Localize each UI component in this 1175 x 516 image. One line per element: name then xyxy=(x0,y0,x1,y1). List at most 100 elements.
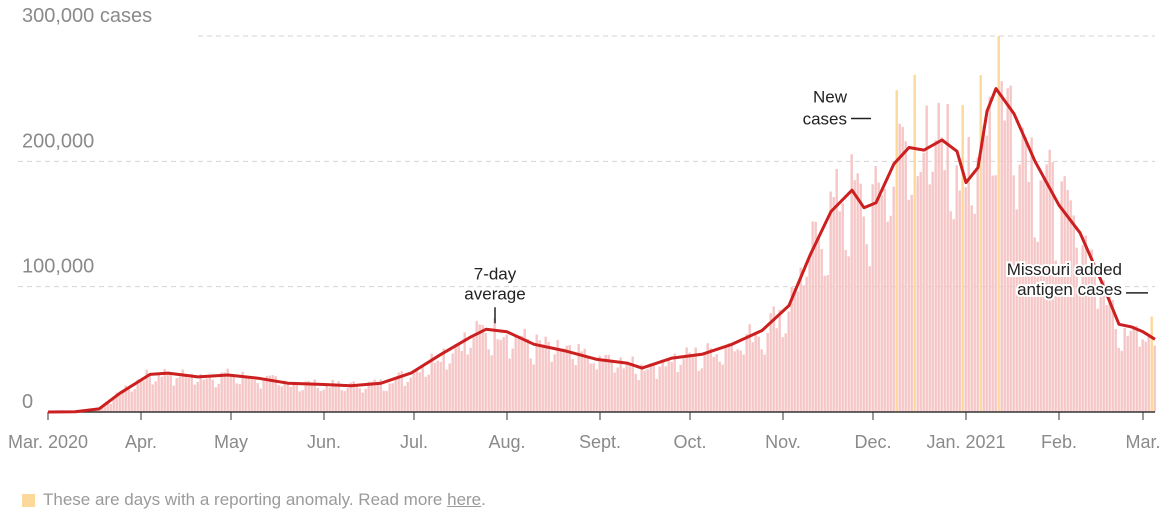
daily-bar xyxy=(817,236,820,412)
daily-bar xyxy=(637,380,640,412)
daily-bar xyxy=(862,216,865,412)
daily-bar xyxy=(130,391,133,412)
daily-bar xyxy=(781,337,784,412)
daily-bar xyxy=(175,378,178,412)
daily-bar xyxy=(793,288,796,412)
x-tick-label: Sept. xyxy=(579,432,621,452)
daily-bar xyxy=(1096,308,1099,412)
daily-bar xyxy=(589,363,592,412)
x-tick-label: Feb. xyxy=(1041,432,1077,452)
daily-bar xyxy=(364,388,367,412)
daily-bar xyxy=(850,154,853,412)
daily-bar xyxy=(1081,245,1084,412)
daily-bar xyxy=(799,267,802,412)
daily-bar xyxy=(172,385,175,412)
daily-bar xyxy=(145,369,148,412)
daily-bar xyxy=(136,379,139,412)
daily-bar xyxy=(151,384,154,412)
daily-bar xyxy=(676,372,679,412)
daily-bar xyxy=(445,369,448,412)
daily-bar xyxy=(1126,335,1129,412)
daily-bar xyxy=(616,367,619,412)
daily-bar xyxy=(769,313,772,412)
daily-bar xyxy=(382,390,385,412)
daily-bar xyxy=(1066,189,1069,412)
daily-bar xyxy=(178,376,181,412)
daily-bar xyxy=(1141,339,1144,412)
daily-bar xyxy=(352,381,355,412)
daily-bar xyxy=(448,363,451,412)
daily-bar xyxy=(787,311,790,412)
daily-bar xyxy=(358,388,361,412)
daily-bar xyxy=(97,409,100,412)
daily-bar xyxy=(628,363,631,412)
daily-bar xyxy=(598,355,601,412)
daily-bar xyxy=(1132,325,1135,412)
daily-bar xyxy=(802,285,805,412)
y-tick-label: 200,000 xyxy=(22,130,94,152)
daily-bar xyxy=(814,221,817,412)
daily-bar xyxy=(1084,235,1087,412)
daily-bar xyxy=(796,291,799,412)
x-tick-label: Jul. xyxy=(400,432,428,452)
daily-bar xyxy=(1099,292,1102,412)
daily-bar xyxy=(271,375,274,412)
daily-bar xyxy=(574,365,577,412)
daily-bar xyxy=(973,213,976,412)
daily-bar xyxy=(454,344,457,412)
read-more-link[interactable]: here xyxy=(447,490,482,509)
daily-bar xyxy=(691,355,694,412)
daily-bar xyxy=(247,376,250,412)
daily-bar xyxy=(379,379,382,412)
daily-bar xyxy=(412,372,415,412)
daily-bar xyxy=(601,360,604,412)
daily-bar xyxy=(706,343,709,412)
daily-bar xyxy=(865,244,868,412)
daily-bar xyxy=(268,375,271,412)
daily-bar xyxy=(535,334,538,412)
daily-bar xyxy=(313,379,316,412)
anomaly-bar xyxy=(979,75,982,412)
daily-bar xyxy=(592,363,595,412)
daily-bar xyxy=(328,387,331,412)
daily-bar xyxy=(1030,137,1033,413)
daily-bar xyxy=(325,384,328,412)
annotation-label: cases xyxy=(803,109,847,128)
annotation-label: average xyxy=(464,284,525,303)
daily-bar xyxy=(457,343,460,412)
daily-bar xyxy=(337,381,340,412)
daily-bar xyxy=(679,364,682,412)
daily-bar xyxy=(118,394,121,412)
daily-bar xyxy=(871,184,874,412)
daily-bar xyxy=(469,347,472,412)
daily-bar xyxy=(217,383,220,412)
daily-bar xyxy=(547,341,550,412)
daily-bar xyxy=(823,275,826,412)
daily-bar xyxy=(988,96,991,413)
daily-bar xyxy=(1018,164,1021,412)
daily-bar xyxy=(373,379,376,412)
daily-bar xyxy=(385,390,388,412)
x-tick-label: May xyxy=(214,432,248,452)
daily-bar xyxy=(784,333,787,412)
daily-bar xyxy=(667,359,670,412)
daily-bar xyxy=(349,382,352,412)
daily-bar xyxy=(526,338,529,412)
daily-bar xyxy=(778,309,781,412)
daily-bar xyxy=(1012,175,1015,412)
daily-bar xyxy=(436,360,439,412)
daily-bar xyxy=(343,391,346,412)
daily-bar xyxy=(190,373,193,412)
daily-bar xyxy=(397,372,400,412)
daily-bar xyxy=(739,350,742,412)
daily-bar xyxy=(763,354,766,412)
daily-bar xyxy=(874,166,877,412)
daily-bar xyxy=(250,379,253,412)
daily-bar xyxy=(1117,347,1120,412)
daily-bar xyxy=(502,337,505,412)
daily-bar xyxy=(565,345,568,412)
daily-bar xyxy=(142,380,145,412)
daily-bar xyxy=(832,196,835,412)
daily-bar xyxy=(298,391,301,412)
